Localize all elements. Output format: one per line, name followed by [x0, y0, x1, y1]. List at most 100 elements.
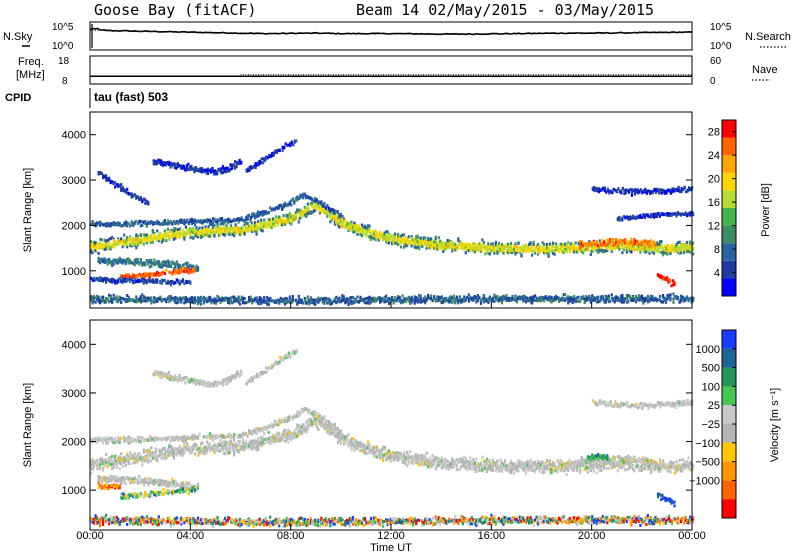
power-cell [269, 218, 272, 222]
power-cell [683, 242, 686, 246]
power-cell [431, 246, 434, 250]
power-cell [252, 228, 255, 232]
power-cell [151, 230, 154, 234]
power-cell [192, 301, 195, 305]
power-cell [187, 222, 190, 226]
power-cell [297, 298, 300, 302]
power-cell [127, 261, 130, 265]
power-cell [643, 239, 646, 243]
power-cell [103, 238, 106, 242]
power-cell [195, 234, 198, 238]
power-cell [210, 298, 213, 301]
power-cell [606, 249, 609, 252]
power-cell [633, 248, 636, 252]
power-cell [681, 212, 684, 216]
power-cell [543, 248, 546, 252]
power-cell [326, 301, 329, 305]
power-cell [562, 298, 565, 302]
power-cell [208, 295, 212, 299]
power-cell [166, 221, 169, 225]
power-cell [139, 196, 142, 199]
power-cell [609, 240, 612, 244]
power-cell [353, 299, 356, 303]
power-cell [467, 242, 470, 246]
power-cell [94, 245, 97, 249]
power-cell [242, 218, 245, 222]
power-cell [162, 238, 165, 242]
power-cell [383, 237, 386, 241]
power-cell [234, 229, 237, 233]
power-cell [646, 300, 649, 304]
power-cell [415, 240, 418, 244]
power-cell [451, 241, 454, 245]
power-cell [568, 250, 571, 254]
power-cell [278, 219, 281, 223]
power-cell [622, 248, 625, 252]
power-cell [406, 239, 409, 243]
power-cell [126, 191, 129, 195]
power-cell [595, 296, 598, 299]
power-cell [279, 217, 282, 221]
power-cell [157, 297, 160, 301]
power-cell [111, 221, 114, 225]
power-cell [419, 239, 422, 243]
power-cell [634, 247, 637, 251]
power-cell [278, 215, 281, 219]
power-cell [225, 227, 228, 231]
power-cell [561, 298, 564, 302]
power-cell [295, 139, 298, 143]
power-cell [342, 224, 345, 228]
power-cell [171, 261, 174, 265]
power-cell [419, 240, 422, 244]
power-cell [434, 240, 437, 244]
power-cell [157, 158, 160, 162]
power-cell [440, 296, 443, 300]
power-cell [687, 245, 690, 249]
power-cell [341, 297, 344, 301]
power-cell [147, 278, 150, 282]
power-cell [621, 300, 624, 304]
power-cell [555, 294, 558, 298]
power-cell [627, 300, 630, 304]
power-cell [591, 249, 594, 253]
power-cell [91, 242, 94, 246]
power-cell [303, 205, 306, 209]
power-cell [219, 232, 222, 236]
power-cell [394, 238, 397, 242]
power-cell [488, 298, 491, 302]
power-cell [634, 240, 637, 244]
power-cell [115, 222, 118, 226]
power-cell [183, 301, 186, 305]
power-cell [251, 227, 254, 231]
power-cell [645, 244, 648, 248]
power-cell [345, 297, 348, 301]
freq-ytick-bottom-right: 0 [710, 76, 716, 87]
power-cell [189, 232, 192, 236]
power-cell [200, 167, 204, 171]
power-cell [189, 229, 192, 233]
power-cell [186, 218, 189, 222]
power-cell [249, 295, 252, 299]
power-cell [564, 293, 567, 297]
power-cell [182, 167, 185, 170]
power-cell [145, 299, 148, 303]
power-cell [195, 299, 198, 303]
power-cell [123, 223, 126, 227]
power-cell [202, 299, 206, 303]
power-cell [670, 213, 674, 217]
frequency-panel-frame [89, 55, 693, 85]
power-cell [163, 161, 166, 164]
power-cell [123, 258, 126, 262]
power-cell [103, 175, 106, 179]
power-cell [255, 229, 258, 233]
power-cell [189, 263, 192, 267]
power-cell [219, 300, 222, 304]
power-cell [154, 299, 157, 303]
power-cell [649, 214, 653, 218]
power-cell [421, 299, 424, 303]
power-cell [208, 168, 211, 172]
power-cell [229, 163, 232, 167]
power-cell [157, 239, 160, 243]
power-cell [524, 249, 528, 253]
power-cell [401, 294, 404, 298]
